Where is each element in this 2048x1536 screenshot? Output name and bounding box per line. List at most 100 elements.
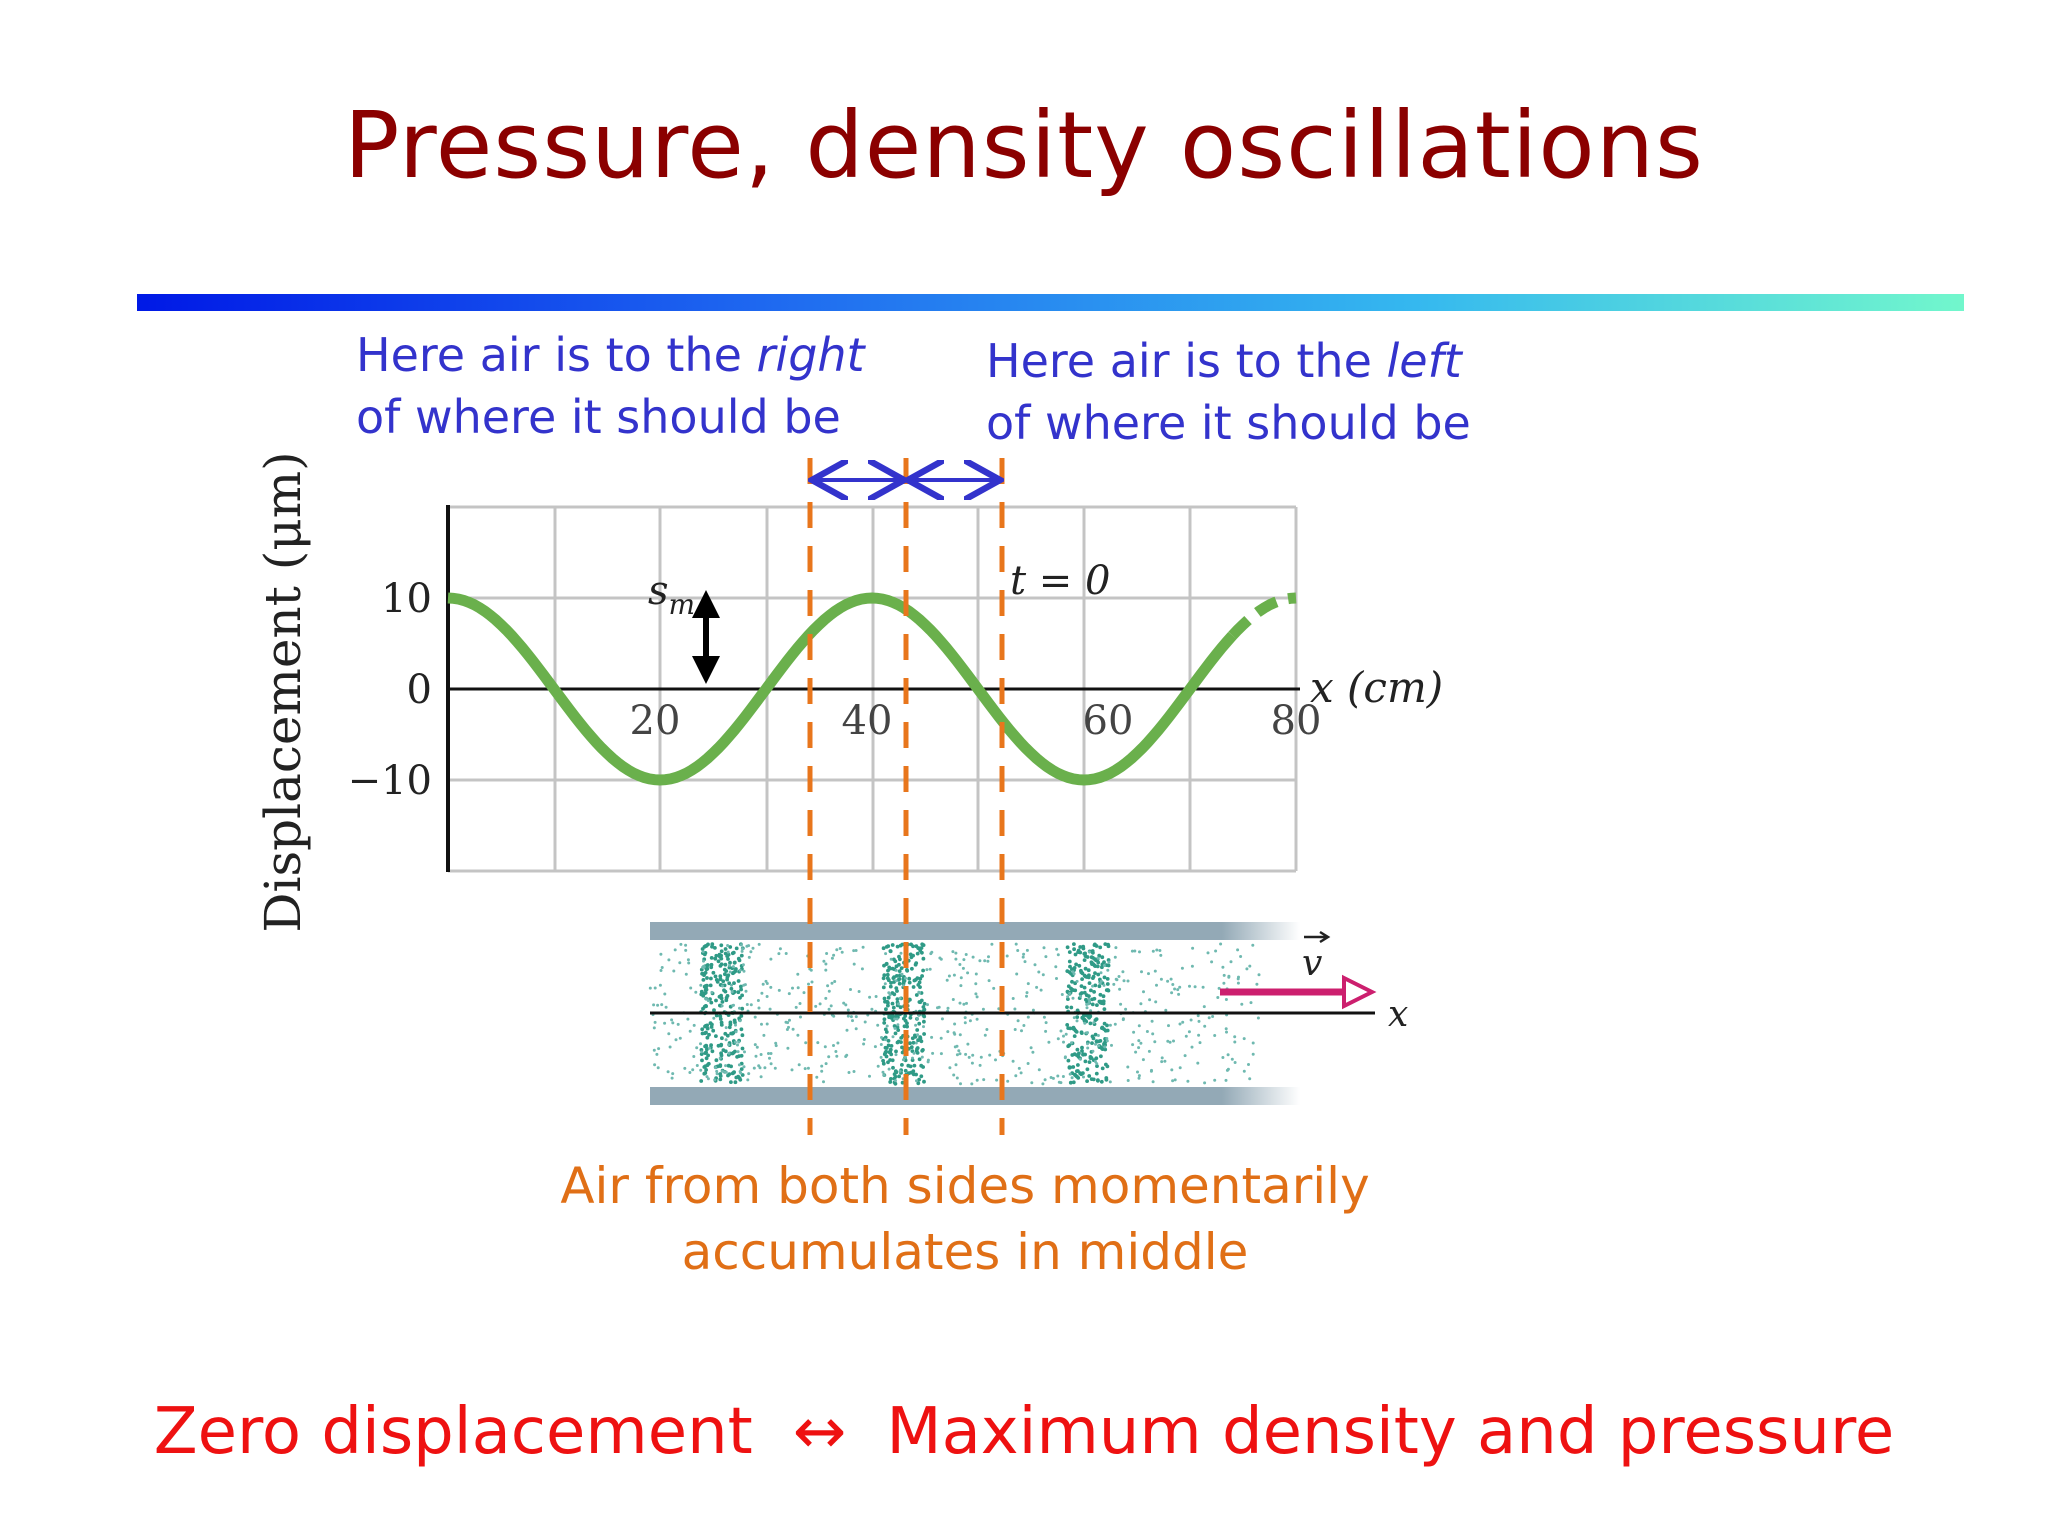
air-particle <box>1085 1079 1089 1083</box>
air-particle <box>1198 1041 1202 1045</box>
air-particle <box>1190 964 1194 968</box>
air-particle <box>854 1015 858 1019</box>
air-particle <box>1196 1014 1200 1018</box>
air-particle <box>840 950 844 954</box>
air-particle <box>1098 981 1102 985</box>
air-particle <box>1173 987 1177 991</box>
air-particle <box>720 1004 724 1008</box>
air-particle <box>756 999 760 1002</box>
air-particle <box>735 1055 739 1059</box>
air-particle <box>911 985 916 989</box>
air-particle <box>1062 1034 1065 1038</box>
air-particle <box>806 1066 810 1070</box>
air-particle <box>893 1026 897 1030</box>
air-particle <box>796 1033 800 1037</box>
air-particle <box>905 968 909 972</box>
air-particle <box>1248 1077 1252 1081</box>
air-particle <box>953 1045 957 1049</box>
air-particle <box>824 968 828 972</box>
air-particle <box>903 1014 908 1018</box>
air-particle <box>891 1005 896 1010</box>
air-particle <box>712 1016 716 1020</box>
air-particle <box>1093 983 1098 988</box>
air-particle <box>704 1050 708 1055</box>
air-particle <box>954 1063 958 1067</box>
air-particle <box>1233 1035 1237 1039</box>
air-particle <box>734 1023 737 1027</box>
air-particle <box>1086 1031 1089 1035</box>
air-particle <box>672 969 676 973</box>
air-particle <box>1154 1000 1158 1004</box>
air-particle <box>881 1058 885 1063</box>
air-particle <box>900 972 904 976</box>
air-particle <box>913 1035 918 1039</box>
air-particle <box>787 992 791 996</box>
air-particle <box>807 982 810 986</box>
air-particle <box>1117 975 1121 978</box>
air-particle <box>714 998 718 1003</box>
air-particle <box>1137 1076 1141 1080</box>
air-particle <box>1178 1022 1182 1026</box>
air-particle <box>715 1072 719 1076</box>
air-particle <box>888 1049 893 1054</box>
air-particle <box>815 1075 819 1079</box>
air-particle <box>738 1070 742 1073</box>
air-particle <box>778 947 782 951</box>
air-particle <box>652 1048 656 1052</box>
air-particle <box>738 1077 743 1082</box>
caption-line2: accumulates in middle <box>681 1223 1249 1281</box>
air-particle <box>708 983 713 988</box>
air-particle <box>921 968 925 973</box>
air-particle <box>1066 995 1070 999</box>
air-particle <box>911 953 915 958</box>
air-particle <box>822 959 826 963</box>
air-particle <box>733 1040 737 1044</box>
air-particle <box>791 986 794 990</box>
air-particle <box>978 1063 982 1067</box>
air-particle <box>731 1004 735 1007</box>
air-particle <box>1203 1024 1207 1028</box>
air-particle <box>720 1000 725 1004</box>
air-particle <box>668 1045 672 1049</box>
air-particle <box>1059 1029 1063 1033</box>
air-particle <box>974 992 978 996</box>
slide-title: Pressure, density oscillations <box>344 92 1704 199</box>
air-particle <box>920 1048 925 1053</box>
air-particle <box>749 1003 753 1007</box>
air-particle <box>1110 1043 1113 1047</box>
air-particle <box>1080 977 1084 981</box>
air-particle <box>1056 1037 1060 1041</box>
air-particle <box>901 1058 905 1062</box>
air-particle <box>1105 982 1110 986</box>
air-particle <box>1086 1046 1090 1050</box>
air-particle <box>1025 991 1029 995</box>
air-particle <box>959 976 963 980</box>
air-particle <box>699 1079 704 1083</box>
air-particle <box>896 1023 900 1027</box>
air-particle <box>1025 994 1028 998</box>
air-particle <box>985 1028 989 1031</box>
air-particle <box>1099 1079 1104 1084</box>
air-particle <box>1136 1070 1139 1074</box>
air-particle <box>1171 983 1175 986</box>
air-particle <box>742 1065 746 1069</box>
air-particle <box>987 955 990 959</box>
air-particle <box>1037 970 1041 974</box>
air-particle <box>1107 960 1111 964</box>
air-particle <box>1075 1019 1079 1023</box>
air-particle <box>911 1040 916 1045</box>
air-particle <box>694 990 698 994</box>
air-particle <box>798 1002 802 1005</box>
air-particle <box>738 1019 742 1023</box>
air-particle <box>704 1023 708 1028</box>
air-particle <box>1148 998 1152 1002</box>
air-particle <box>684 943 688 947</box>
air-particle <box>1147 1049 1151 1053</box>
air-particle <box>1122 979 1126 983</box>
air-particle <box>656 1003 660 1007</box>
air-particle <box>688 1029 692 1033</box>
air-particle <box>705 1047 709 1052</box>
air-particle <box>870 1007 874 1011</box>
air-particle <box>727 1043 731 1047</box>
air-particle <box>1147 972 1150 976</box>
